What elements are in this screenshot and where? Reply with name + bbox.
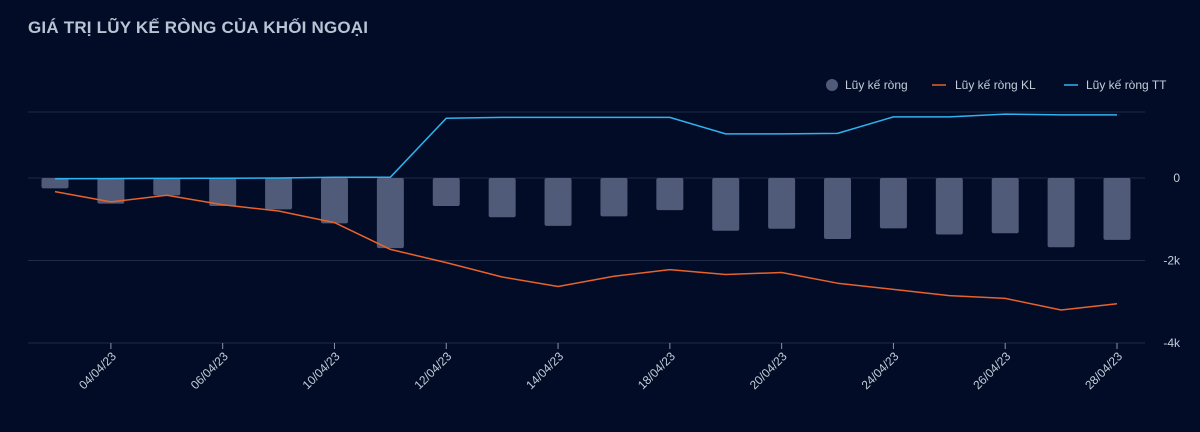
x-tick-label: 28/04/23 (1082, 349, 1125, 392)
y-tick-label: -4k (1163, 336, 1181, 350)
bar-10 (600, 178, 628, 217)
x-tick-label: 04/04/23 (76, 349, 119, 392)
bar-15 (879, 178, 907, 229)
bar-14 (824, 178, 852, 240)
y-tick-label: 0 (1173, 171, 1180, 185)
bar-12 (712, 178, 740, 231)
bar-4 (265, 178, 293, 210)
y-tick-label: -2k (1163, 254, 1181, 268)
legend-label: Lũy kế ròng (845, 78, 908, 92)
bar-8 (488, 178, 516, 218)
bar-7 (432, 178, 460, 207)
bar-0 (41, 178, 69, 189)
bar-19 (1103, 178, 1131, 240)
x-tick-label: 10/04/23 (300, 349, 343, 392)
bar-9 (544, 178, 572, 226)
bar-13 (768, 178, 796, 229)
bar-17 (991, 178, 1019, 234)
x-tick-label: 18/04/23 (635, 349, 678, 392)
legend-label: Lũy kế ròng KL (955, 78, 1036, 92)
bar-16 (935, 178, 963, 235)
legend-marker-bar (826, 79, 838, 91)
bar-5 (320, 178, 348, 224)
bar-18 (1047, 178, 1075, 248)
x-tick-label: 26/04/23 (970, 349, 1013, 392)
bar-6 (376, 178, 404, 249)
x-tick-label: 24/04/23 (859, 349, 902, 392)
x-tick-label: 20/04/23 (747, 349, 790, 392)
x-tick-label: 14/04/23 (523, 349, 566, 392)
bar-11 (656, 178, 684, 211)
chart-title: GIÁ TRỊ LŨY KẾ RÒNG CỦA KHỐI NGOẠI (28, 18, 369, 37)
x-tick-label: 06/04/23 (188, 349, 231, 392)
bar-2 (153, 178, 181, 196)
series-line-2 (54, 113, 1117, 180)
x-tick-label: 12/04/23 (411, 349, 454, 392)
bar-1 (97, 178, 125, 204)
series-line-1 (54, 190, 1118, 311)
legend-label: Lũy kế ròng TT (1086, 78, 1167, 92)
bar-3 (209, 178, 237, 207)
